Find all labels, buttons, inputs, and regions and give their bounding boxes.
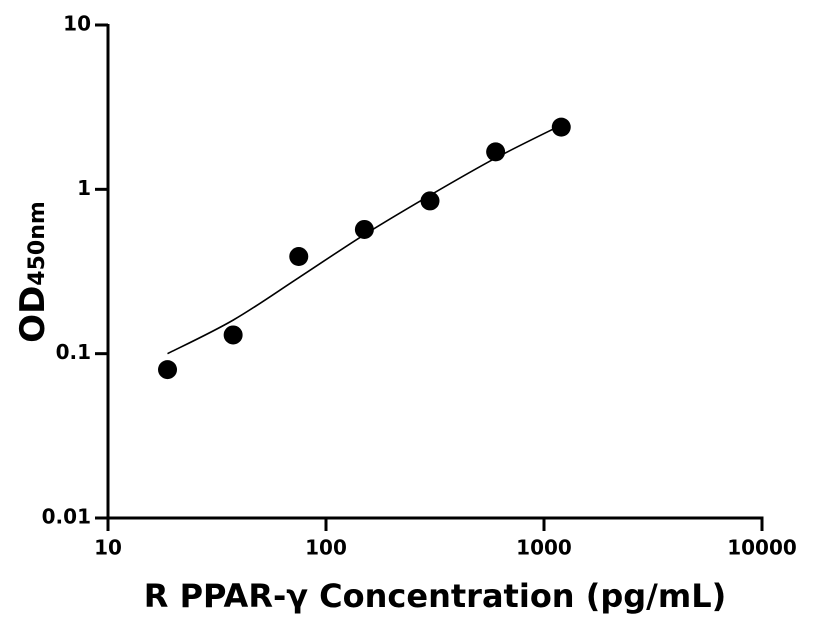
data-point (223, 325, 243, 345)
x-tick-label: 10 (94, 536, 122, 560)
data-point (354, 219, 374, 239)
x-axis-label: R PPAR-γ Concentration (pg/mL) (144, 577, 726, 615)
x-tick-label: 1000 (516, 536, 572, 560)
y-tick-label: 1 (77, 176, 91, 200)
x-tick-label: 100 (305, 536, 347, 560)
fit-curve (167, 124, 562, 355)
y-axis-label-main: OD (13, 286, 53, 343)
y-tick-label: 10 (63, 12, 91, 36)
data-point (158, 360, 178, 380)
y-axis-label-sub: 450nm (25, 201, 50, 286)
data-point (486, 142, 506, 162)
x-tick-label: 10000 (727, 536, 797, 560)
y-axis-label: OD450nm (13, 201, 53, 343)
y-tick-label: 0.1 (56, 340, 91, 364)
data-point (289, 247, 309, 267)
data-point (420, 191, 440, 211)
y-tick-label: 0.01 (42, 505, 91, 529)
data-point (551, 117, 571, 137)
